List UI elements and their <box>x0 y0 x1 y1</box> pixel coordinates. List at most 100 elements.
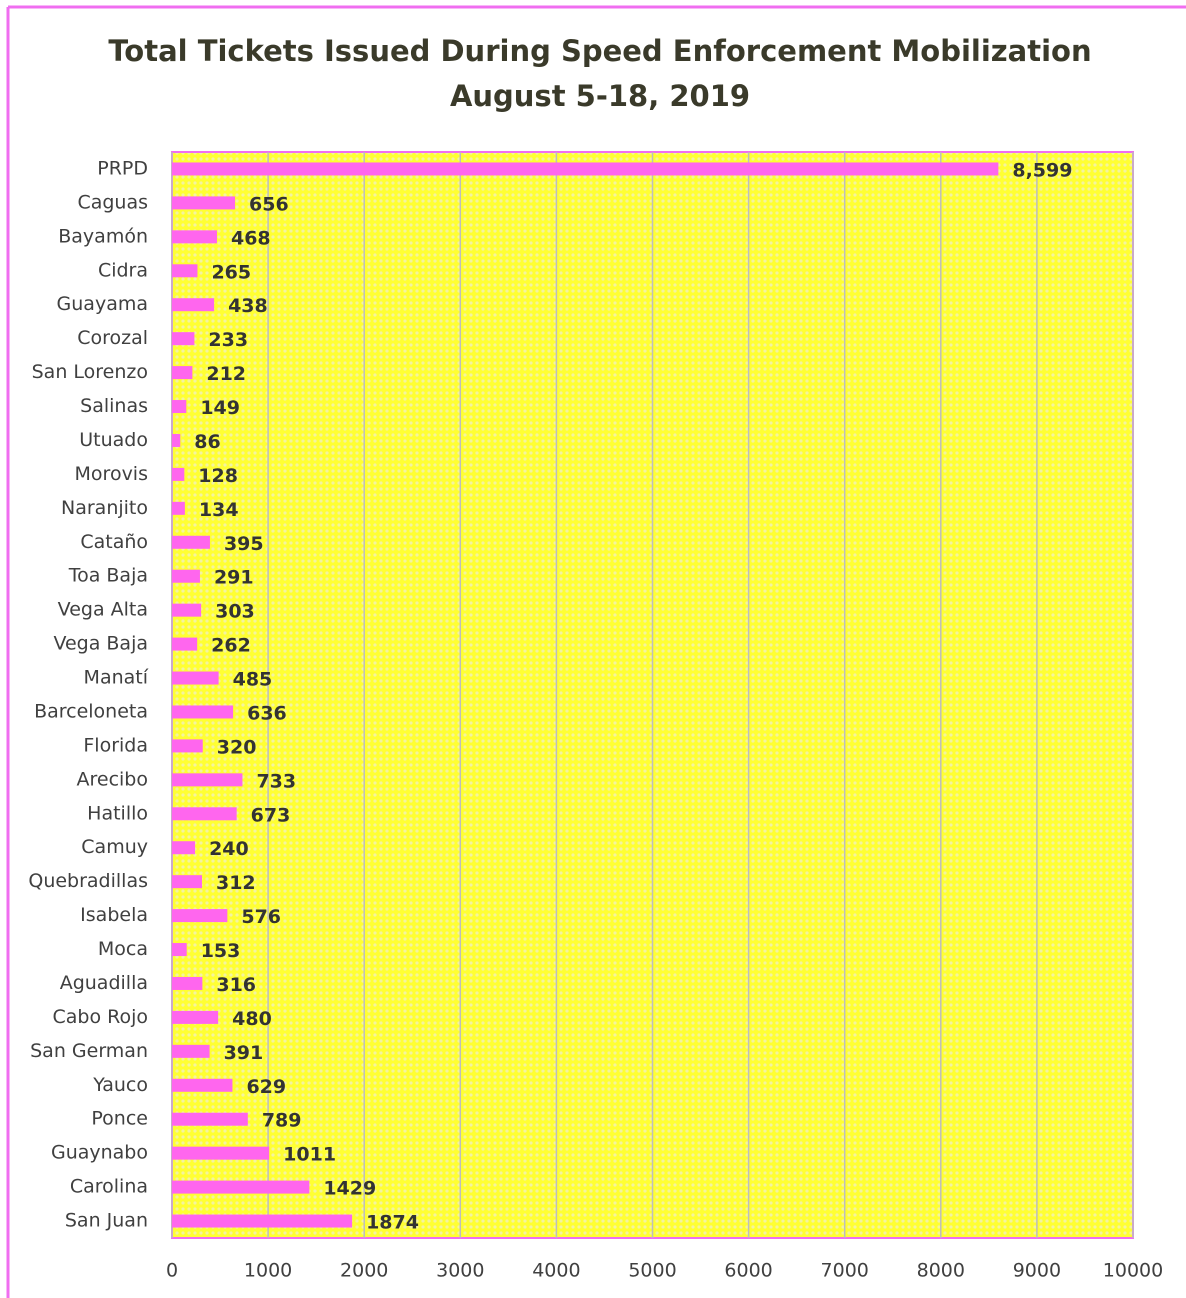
x-tick-label: 6000 <box>724 1260 772 1282</box>
data-label: 233 <box>208 329 248 351</box>
bar <box>172 332 195 346</box>
x-tick-label: 9000 <box>1013 1260 1061 1282</box>
data-label: 485 <box>233 669 273 691</box>
bar <box>172 264 198 278</box>
bar <box>172 1112 248 1126</box>
data-label: 262 <box>211 635 251 657</box>
data-label: 265 <box>211 261 251 283</box>
bar <box>172 162 999 176</box>
y-tick-label: Moca <box>98 938 148 960</box>
y-tick-label: Cidra <box>98 259 148 281</box>
data-label: 789 <box>262 1110 302 1132</box>
y-tick-label: Caguas <box>77 191 148 213</box>
data-label: 320 <box>217 736 257 758</box>
y-tick-label: San Lorenzo <box>32 361 148 383</box>
bar <box>172 1078 233 1092</box>
y-tick-label: Hatillo <box>87 802 148 824</box>
bar <box>172 841 196 855</box>
data-label: 134 <box>199 499 239 521</box>
y-tick-label: Quebradillas <box>28 870 148 892</box>
y-tick-label: Camuy <box>81 836 148 858</box>
y-tick-label: Barceloneta <box>34 700 148 722</box>
bar <box>172 637 198 651</box>
y-tick-label: Naranjito <box>61 497 148 519</box>
data-label: 153 <box>201 940 241 962</box>
y-tick-label: San Juan <box>65 1210 148 1232</box>
data-label: 128 <box>198 465 238 487</box>
y-tick-label: Cabo Rojo <box>52 1006 148 1028</box>
x-tick-label: 4000 <box>532 1260 580 1282</box>
bar <box>172 1214 353 1228</box>
bar <box>172 400 187 414</box>
x-tick-label: 5000 <box>628 1260 676 1282</box>
data-label: 673 <box>251 804 291 826</box>
bar <box>172 943 187 957</box>
y-tick-label: Carolina <box>70 1176 148 1198</box>
bar <box>172 603 202 617</box>
data-label: 733 <box>256 770 296 792</box>
chart-subtitle: August 5-18, 2019 <box>450 79 750 113</box>
y-tick-label: Vega Baja <box>53 633 148 655</box>
y-tick-label: PRPD <box>97 157 148 179</box>
bar <box>172 1180 310 1194</box>
data-label: 438 <box>228 295 268 317</box>
y-tick-label: Cataño <box>80 531 148 553</box>
bar <box>172 366 193 380</box>
x-tick-label: 7000 <box>821 1260 869 1282</box>
bar <box>172 1044 210 1058</box>
x-tick-label: 1000 <box>244 1260 292 1282</box>
data-label: 576 <box>241 906 281 928</box>
data-label: 8,599 <box>1012 159 1072 181</box>
data-label: 636 <box>247 702 287 724</box>
y-tick-label: Toa Baja <box>68 565 148 587</box>
data-label: 312 <box>216 872 256 894</box>
bar <box>172 433 181 447</box>
data-label: 149 <box>200 397 240 419</box>
bar <box>172 298 215 312</box>
data-label: 212 <box>206 363 246 385</box>
y-tick-label: Manatí <box>84 667 149 689</box>
data-label: 86 <box>194 431 220 453</box>
y-tick-label: Ponce <box>91 1108 148 1130</box>
y-tick-label: Utuado <box>79 429 148 451</box>
y-tick-label: Isabela <box>80 904 148 926</box>
data-label: 303 <box>215 601 255 623</box>
y-tick-label: Bayamón <box>58 225 148 247</box>
y-tick-label: Guaynabo <box>51 1142 148 1164</box>
x-tick-label: 2000 <box>340 1260 388 1282</box>
bar <box>172 569 200 583</box>
y-tick-label: Salinas <box>80 395 148 417</box>
bar <box>172 671 219 685</box>
bar <box>172 230 217 244</box>
bar <box>172 976 203 990</box>
y-tick-label: Aguadilla <box>60 972 148 994</box>
data-label: 391 <box>224 1042 264 1064</box>
data-label: 468 <box>231 227 271 249</box>
bar <box>172 535 210 549</box>
bar <box>172 739 203 753</box>
x-tick-label: 3000 <box>436 1260 484 1282</box>
y-tick-label: Arecibo <box>77 768 149 790</box>
bar <box>172 705 234 719</box>
data-label: 656 <box>249 193 289 215</box>
bar <box>172 1146 270 1160</box>
bar <box>172 875 202 889</box>
bar <box>172 467 185 481</box>
data-label: 316 <box>216 974 256 996</box>
bar <box>172 196 236 210</box>
data-label: 1429 <box>323 1178 376 1200</box>
y-tick-label: Vega Alta <box>58 599 148 621</box>
data-label: 240 <box>209 838 249 860</box>
y-tick-label: Yauco <box>92 1074 148 1096</box>
data-label: 395 <box>224 533 264 555</box>
x-tick-label: 10000 <box>1103 1260 1163 1282</box>
y-tick-label: Morovis <box>75 463 148 485</box>
bar <box>172 1010 219 1024</box>
data-label: 1011 <box>283 1144 336 1166</box>
bar <box>172 909 228 923</box>
chart-title: Total Tickets Issued During Speed Enforc… <box>108 34 1091 68</box>
y-tick-label: Guayama <box>57 293 148 315</box>
bar <box>172 501 185 515</box>
y-tick-label: Florida <box>83 734 148 756</box>
